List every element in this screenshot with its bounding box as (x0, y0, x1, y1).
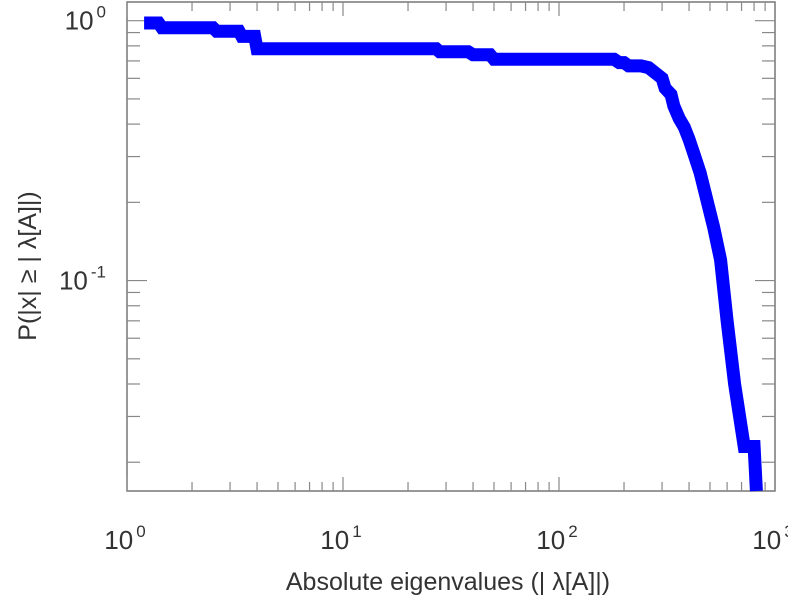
x-tick-label: 10 0 (104, 522, 145, 555)
axes (126, 1, 776, 492)
axis-ticks (126, 2, 775, 491)
x-tick-label-exponent: 3 (784, 522, 788, 541)
plot-frame (126, 1, 776, 492)
x-axis-title: Absolute eigenvalues (| λ[A]|) (286, 568, 610, 596)
y-tick-label: 10 -1 (59, 263, 106, 296)
series-line (144, 16, 763, 492)
x-tick-label: 10 2 (536, 522, 577, 555)
x-tick-label: 103 (752, 522, 788, 555)
x-tick-label-exponent: 2 (568, 522, 577, 541)
y-tick-label-base: 10 (59, 266, 88, 296)
x-tick-label-base: 10 (536, 525, 565, 555)
x-tick-label-base: 10 (320, 525, 349, 555)
y-tick-label-exponent: 0 (97, 3, 106, 22)
x-tick-label-base: 10 (104, 525, 133, 555)
series-layer (144, 16, 763, 492)
y-axis-title: P(|x| ≥ | λ[A]|) (14, 191, 42, 340)
x-tick-label-exponent: 0 (136, 522, 145, 541)
y-tick-label-base: 10 (65, 6, 94, 36)
x-tick-label-exponent: 1 (352, 522, 361, 541)
x-tick-label: 10 1 (320, 522, 361, 555)
y-tick-label: 10 0 (65, 3, 106, 36)
tick-labels: 10010110210310010-1 (59, 3, 788, 555)
x-tick-label-base: 10 (752, 525, 781, 555)
y-tick-label-exponent: -1 (91, 263, 106, 282)
